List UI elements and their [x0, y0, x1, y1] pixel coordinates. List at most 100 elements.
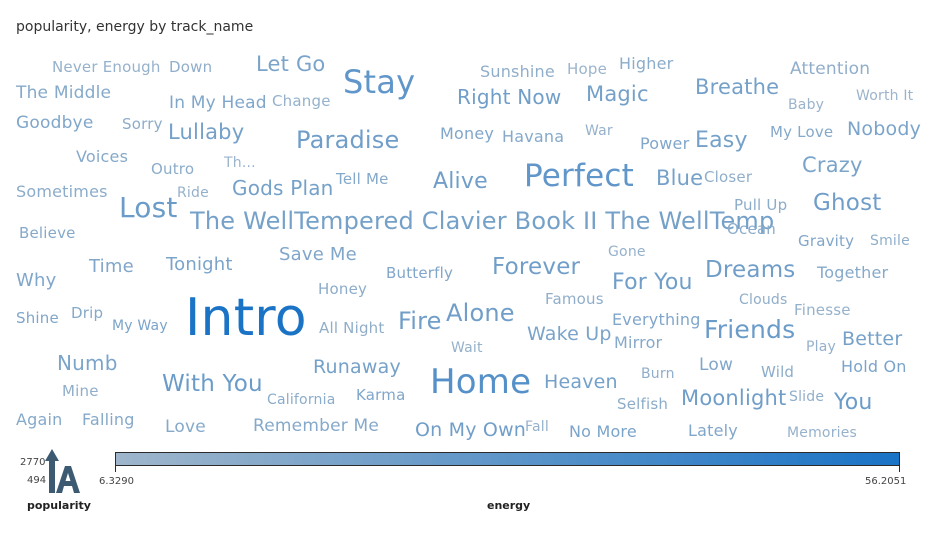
word-clouds[interactable]: Clouds — [739, 292, 788, 308]
word-karma[interactable]: Karma — [356, 386, 406, 404]
word-nobody[interactable]: Nobody — [847, 118, 922, 140]
word-remember-me[interactable]: Remember Me — [253, 416, 380, 436]
word-the-middle[interactable]: The Middle — [16, 83, 112, 103]
word-the-welltempered-clavier-book-ii-the-welltemp[interactable]: The WellTempered Clavier Book II The Wel… — [190, 207, 775, 235]
word-fire[interactable]: Fire — [398, 307, 442, 335]
word-worth-it[interactable]: Worth It — [856, 88, 914, 104]
word-fall[interactable]: Fall — [525, 419, 549, 435]
word-magic[interactable]: Magic — [586, 82, 649, 106]
word-baby[interactable]: Baby — [788, 97, 825, 113]
word-alive[interactable]: Alive — [433, 169, 488, 194]
word-havana[interactable]: Havana — [502, 127, 565, 146]
word-let-go[interactable]: Let Go — [256, 52, 326, 76]
word-again[interactable]: Again — [16, 410, 63, 429]
word-moonlight[interactable]: Moonlight — [681, 386, 787, 410]
word-intro[interactable]: Intro — [185, 288, 307, 348]
word-gods-plan[interactable]: Gods Plan — [232, 176, 334, 200]
word-power[interactable]: Power — [640, 134, 690, 153]
word-outro[interactable]: Outro — [151, 160, 195, 178]
word-famous[interactable]: Famous — [545, 290, 604, 308]
word-mirror[interactable]: Mirror — [614, 333, 663, 352]
word-honey[interactable]: Honey — [318, 280, 368, 298]
word-butterfly[interactable]: Butterfly — [386, 264, 454, 282]
word-gravity[interactable]: Gravity — [798, 232, 855, 250]
word-on-my-own[interactable]: On My Own — [415, 419, 527, 441]
word-pull-up[interactable]: Pull Up — [734, 196, 788, 214]
word-drip[interactable]: Drip — [71, 304, 104, 322]
word-time[interactable]: Time — [89, 256, 134, 277]
word-lullaby[interactable]: Lullaby — [168, 120, 245, 144]
word-mine[interactable]: Mine — [62, 382, 99, 400]
word-ride[interactable]: Ride — [177, 185, 209, 201]
word-gone[interactable]: Gone — [608, 244, 646, 260]
word-voices[interactable]: Voices — [76, 147, 129, 166]
word-slide[interactable]: Slide — [789, 389, 825, 405]
word-wake-up[interactable]: Wake Up — [527, 323, 612, 345]
word-all-night[interactable]: All Night — [319, 319, 385, 337]
word-finesse[interactable]: Finesse — [794, 301, 851, 319]
word-hope[interactable]: Hope — [567, 60, 608, 78]
word-ocean[interactable]: Ocean — [727, 220, 776, 238]
word-money[interactable]: Money — [440, 124, 495, 143]
word-stay[interactable]: Stay — [343, 63, 416, 101]
word-wait[interactable]: Wait — [451, 340, 483, 356]
word-runaway[interactable]: Runaway — [313, 356, 401, 378]
word-in-my-head[interactable]: In My Head — [169, 93, 267, 113]
word-home[interactable]: Home — [430, 362, 532, 402]
word-sorry[interactable]: Sorry — [122, 115, 163, 133]
word-down[interactable]: Down — [169, 58, 213, 76]
word-selfish[interactable]: Selfish — [617, 395, 669, 413]
word-lost[interactable]: Lost — [119, 191, 178, 224]
word-war[interactable]: War — [585, 123, 613, 139]
word-alone[interactable]: Alone — [446, 299, 515, 327]
word-you[interactable]: You — [834, 390, 873, 415]
word-memories[interactable]: Memories — [787, 425, 858, 441]
word-easy[interactable]: Easy — [695, 128, 748, 153]
word-goodbye[interactable]: Goodbye — [16, 113, 94, 133]
word-right-now[interactable]: Right Now — [457, 85, 562, 109]
word-numb[interactable]: Numb — [57, 351, 118, 375]
word-lately[interactable]: Lately — [688, 421, 738, 440]
word-dreams[interactable]: Dreams — [705, 257, 796, 283]
word-tell-me[interactable]: Tell Me — [336, 170, 389, 188]
word-heaven[interactable]: Heaven — [544, 371, 618, 393]
word-why[interactable]: Why — [16, 270, 57, 291]
word-for-you[interactable]: For You — [612, 270, 693, 295]
word-breathe[interactable]: Breathe — [695, 75, 780, 99]
word-sometimes[interactable]: Sometimes — [16, 182, 108, 201]
word-ghost[interactable]: Ghost — [813, 190, 882, 216]
word-believe[interactable]: Believe — [19, 224, 76, 242]
word-higher[interactable]: Higher — [619, 54, 674, 73]
word-blue[interactable]: Blue — [656, 166, 704, 190]
word-attention[interactable]: Attention — [790, 59, 871, 79]
word-forever[interactable]: Forever — [492, 254, 581, 280]
word-low[interactable]: Low — [699, 355, 734, 375]
word-crazy[interactable]: Crazy — [802, 153, 863, 177]
word-burn[interactable]: Burn — [641, 366, 675, 382]
word-tonight[interactable]: Tonight — [166, 254, 233, 275]
word-sunshine[interactable]: Sunshine — [480, 62, 555, 81]
word-never-enough[interactable]: Never Enough — [52, 58, 161, 76]
word-better[interactable]: Better — [842, 328, 903, 350]
word-together[interactable]: Together — [817, 263, 889, 282]
word-with-you[interactable]: With You — [162, 371, 263, 397]
word-th[interactable]: Th... — [224, 155, 256, 171]
word-play[interactable]: Play — [806, 339, 836, 355]
word-perfect[interactable]: Perfect — [524, 158, 634, 194]
word-everything[interactable]: Everything — [612, 310, 701, 329]
word-friends[interactable]: Friends — [704, 315, 796, 344]
word-paradise[interactable]: Paradise — [296, 126, 400, 154]
word-california[interactable]: California — [267, 392, 336, 408]
word-save-me[interactable]: Save Me — [279, 244, 357, 265]
word-shine[interactable]: Shine — [16, 309, 59, 327]
word-wild[interactable]: Wild — [761, 363, 795, 381]
word-falling[interactable]: Falling — [82, 410, 135, 429]
word-change[interactable]: Change — [272, 92, 331, 110]
word-hold-on[interactable]: Hold On — [841, 357, 907, 376]
word-love[interactable]: Love — [165, 417, 206, 437]
word-closer[interactable]: Closer — [704, 168, 753, 186]
word-no-more[interactable]: No More — [569, 422, 637, 441]
word-smile[interactable]: Smile — [870, 233, 910, 249]
word-my-love[interactable]: My Love — [770, 123, 834, 141]
word-my-way[interactable]: My Way — [112, 318, 168, 334]
